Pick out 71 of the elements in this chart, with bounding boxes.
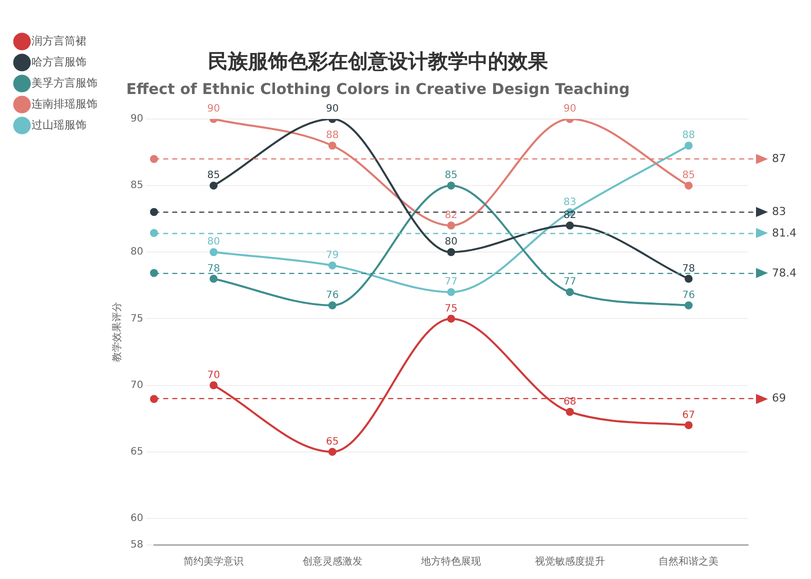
x-tick-label: 视觉敏感度提升 (534, 556, 605, 568)
data-label: 88 (682, 130, 695, 142)
ref-line-label: 83 (772, 205, 786, 218)
point (210, 248, 218, 256)
chart-subtitle: Effect of Ethnic Clothing Colors in Creative Design Teaching (126, 80, 630, 98)
point (566, 288, 574, 296)
point (210, 182, 218, 190)
data-label: 88 (326, 130, 339, 142)
ref-line-label: 87 (772, 152, 786, 165)
legend-label: 哈方言服饰 (32, 55, 86, 68)
data-label: 78 (207, 263, 220, 274)
legend-label: 润方言筒裙 (32, 34, 86, 48)
data-label: 76 (326, 290, 339, 301)
point (447, 288, 456, 296)
point (328, 142, 336, 150)
data-label: 77 (564, 276, 576, 288)
point (447, 248, 456, 256)
data-label: 83 (564, 196, 576, 208)
y-axis-title: 教学效果评分 (111, 302, 124, 362)
x-tick-label: 简约美学意识 (184, 556, 244, 568)
x-tick-label: 创意灵感激发 (302, 556, 362, 568)
point (566, 222, 574, 230)
y-tick-label: 80 (130, 246, 144, 258)
point (684, 421, 693, 430)
point (684, 182, 693, 190)
data-label: 85 (444, 170, 458, 182)
point (210, 381, 218, 390)
y-tick-label: 70 (130, 380, 144, 391)
point (328, 261, 336, 270)
data-label: 65 (326, 436, 339, 448)
data-label: 76 (682, 290, 695, 301)
ref-line-label: 81.4 (772, 226, 796, 240)
point (684, 142, 693, 150)
data-label: 80 (207, 236, 220, 248)
x-tick-label: 自然和谐之美 (658, 556, 719, 568)
ref-line-label: 78.4 (772, 266, 796, 280)
point (447, 222, 456, 230)
y-tick-label: 85 (130, 180, 144, 192)
data-label: 70 (207, 370, 220, 381)
data-label: 67 (682, 410, 695, 421)
chart-title: 民族服饰色彩在创意设计教学中的效果 (208, 49, 549, 74)
point (210, 274, 218, 283)
y-tick-label: 75 (130, 313, 144, 324)
data-label: 68 (564, 396, 576, 408)
point (684, 274, 693, 283)
data-label: 79 (326, 250, 339, 262)
point (684, 301, 693, 310)
y-tick-label: 65 (130, 446, 144, 458)
data-label: 80 (444, 236, 458, 248)
point (328, 301, 336, 310)
data-label: 77 (444, 276, 458, 288)
y-tick-label: 90 (130, 114, 144, 125)
data-label: 85 (207, 170, 220, 182)
point (447, 182, 456, 190)
legend-label: 连南排瑶服饰 (32, 97, 98, 110)
data-label: 82 (444, 210, 458, 222)
data-label: 90 (326, 104, 339, 115)
y-tick-label: 60 (130, 512, 144, 524)
ref-line-label: 69 (772, 391, 786, 404)
legend-label: 过山瑶服饰 (32, 118, 86, 132)
point (328, 448, 336, 456)
legend-label: 美孚方言服饰 (32, 76, 98, 90)
data-label: 85 (682, 170, 695, 182)
x-tick-label: 地方特色展现 (420, 556, 482, 568)
data-label: 75 (444, 303, 458, 314)
y-tick-label: 58 (130, 540, 144, 551)
data-label: 90 (207, 104, 220, 115)
data-label: 78 (682, 263, 695, 274)
point (566, 408, 574, 416)
point (447, 314, 456, 323)
data-label: 90 (564, 104, 576, 115)
